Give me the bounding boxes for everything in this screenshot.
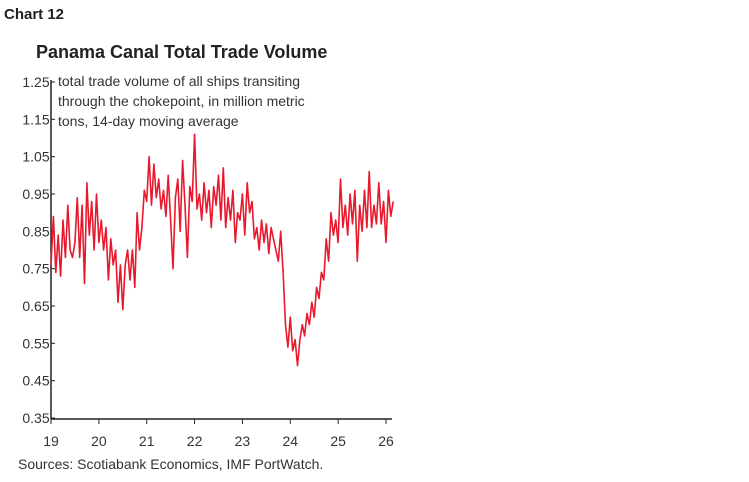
annotation-line-3: tons, 14-day moving average (58, 113, 239, 129)
y-tick-label: 0.55 (22, 335, 49, 351)
y-tick-label: 0.95 (22, 186, 49, 202)
x-tick-label: 22 (187, 433, 203, 449)
y-tick-label: 0.35 (22, 410, 49, 426)
x-tick-label: 26 (378, 433, 394, 449)
y-tick-label: 1.15 (22, 111, 49, 127)
y-tick-label: 0.45 (22, 373, 49, 389)
y-tick-label: 0.75 (22, 261, 49, 277)
x-tick-label: 25 (330, 433, 346, 449)
source-note: Sources: Scotiabank Economics, IMF PortW… (18, 456, 324, 472)
chart-number: Chart 12 (4, 6, 65, 23)
series-line-trade-volume (50, 133, 394, 367)
x-tick-label: 21 (139, 433, 155, 449)
y-tick-label: 0.65 (22, 298, 49, 314)
y-tick-label: 1.05 (22, 149, 49, 165)
annotation-line-1: total trade volume of all ships transiti… (58, 73, 300, 89)
y-tick-label: 0.85 (22, 223, 49, 239)
x-tick-label: 19 (43, 433, 59, 449)
y-tick-label: 1.25 (22, 74, 49, 90)
annotation-line-2: through the chokepoint, in million metri… (58, 93, 305, 109)
chart-title: Panama Canal Total Trade Volume (36, 42, 328, 62)
x-tick-label: 23 (235, 433, 251, 449)
x-tick-label: 24 (282, 433, 298, 449)
x-tick-label: 20 (91, 433, 107, 449)
